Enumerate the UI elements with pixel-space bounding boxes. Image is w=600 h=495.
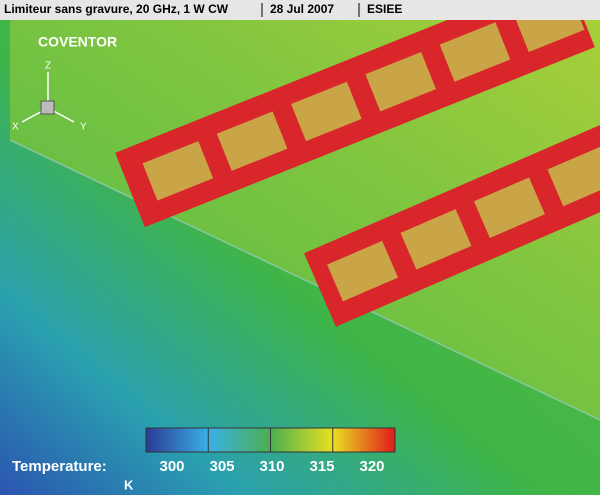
colorbar-unit: K: [124, 477, 134, 492]
logo: COVENTOR: [38, 34, 117, 50]
triad-label-y: Y: [80, 122, 87, 133]
strip-upper: [115, 0, 595, 228]
header-org: ESIEE: [367, 2, 402, 16]
colorbar-tick-label: 305: [209, 458, 234, 475]
substrate-top: [10, 20, 600, 420]
strip-lower: [304, 125, 600, 327]
colorbar-label: Temperature:: [12, 458, 107, 475]
header-date: 28 Jul 2007: [270, 2, 334, 16]
header-bar: [0, 0, 600, 20]
triad-cube: [40, 100, 55, 115]
triad-label-x: X: [12, 122, 19, 133]
header-title: Limiteur sans gravure, 20 GHz, 1 W CW: [4, 2, 229, 16]
colorbar-tick-label: 300: [159, 458, 184, 475]
colorbar-tick-label: 315: [309, 458, 334, 475]
axis-triad: [21, 72, 75, 123]
colorbar-tick-label: 320: [359, 458, 384, 475]
strip-cells: [327, 146, 600, 302]
triad-label-z: Z: [45, 61, 51, 72]
edge: [9, 139, 600, 421]
colorbar-tick-label: 310: [259, 458, 284, 475]
